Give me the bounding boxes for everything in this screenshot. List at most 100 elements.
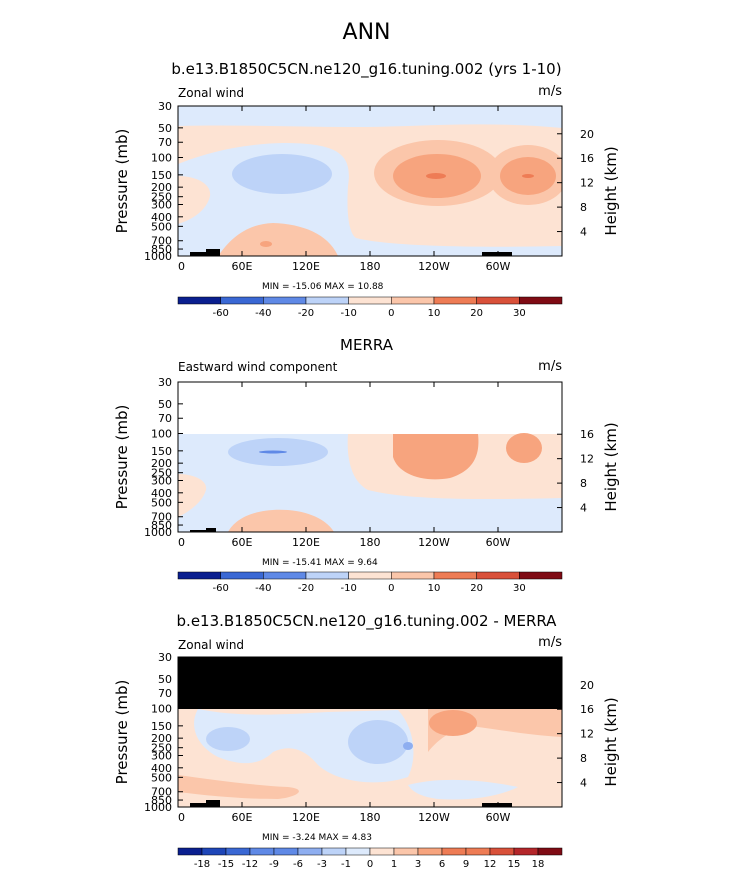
panel-1-colorbar-box — [305, 296, 349, 305]
panel-2-ytick-label: 500 — [151, 496, 172, 509]
panel-3-colorbar-box — [417, 847, 443, 856]
panel-2-ytick-right-label: 12 — [580, 453, 594, 466]
panel-1-colorbar-box — [433, 296, 477, 305]
panel-2-colorbar-box — [433, 571, 477, 580]
panel-3-colorbar-label: -12 — [242, 859, 258, 870]
panel-1-ytick-right-label: 12 — [580, 177, 594, 190]
panel-1-ytick-label: 150 — [151, 169, 172, 182]
panel-3-ytick-label: 200 — [151, 732, 172, 745]
panel-1-ytick-label: 1000 — [144, 250, 172, 263]
panel-3-colorbar-label: -9 — [269, 859, 279, 870]
panel-2-units: m/s — [538, 359, 562, 374]
panel-3-xtick-label: 120E — [292, 811, 320, 824]
panel-1-colorbar-label: 30 — [513, 308, 526, 319]
panel-2-xtick-label: 120W — [418, 536, 450, 549]
panel-1-ytick-label: 500 — [151, 220, 172, 233]
panel-1-colorbar-label: -40 — [255, 308, 271, 319]
panel-3-masked-region — [178, 657, 562, 709]
panel-2-ytick-label: 1000 — [144, 526, 172, 539]
panel-2-colorbar-box — [263, 571, 307, 580]
panel-2-ytick-label: 200 — [151, 457, 172, 470]
panel-2-colorbar-label: -40 — [255, 583, 271, 594]
panel-2-ytick-right-label: 8 — [580, 477, 587, 490]
panel-3-ytick-label: 300 — [151, 749, 172, 762]
panel-2-ytick-label: 100 — [151, 428, 172, 441]
panel-1-ytick-label: 50 — [158, 122, 172, 135]
panel-1-xtick-label: 60E — [232, 260, 253, 273]
panel-3-colorbar-box — [273, 847, 299, 856]
panel-3-plot — [178, 657, 562, 807]
panel-1-colorbar-box — [391, 296, 435, 305]
panel-3-ytick-right-label: 4 — [580, 777, 587, 790]
panel-3-colorbar-box — [297, 847, 323, 856]
panel-1-topography-andes — [482, 252, 512, 256]
panel-1-field-easterly-upper — [178, 106, 562, 128]
panel-2-ytick-right-label: 4 — [580, 502, 587, 515]
panel-2-colorbar: -60 -40 -20 -10 0 10 20 30 — [177, 571, 563, 594]
panel-2-xtick-label: 120E — [292, 536, 320, 549]
panel-3-ytick-label: 500 — [151, 771, 172, 784]
panel-2-colorbar-box — [177, 571, 221, 580]
panel-2-xtick-label: 0 — [178, 536, 185, 549]
panel-1-ytick-right-label: 20 — [580, 128, 594, 141]
panel-1-colorbar-box — [177, 296, 221, 305]
panel-1-field-westerly-low — [218, 223, 338, 256]
panel-3-colorbar-label: 9 — [463, 859, 469, 870]
panel-2-colorbar-label: 30 — [513, 583, 526, 594]
panel-1-field-westerly-1-max — [426, 173, 446, 179]
panel-3-ytick-label: 400 — [151, 762, 172, 775]
panel-3-colorbar-box — [369, 847, 395, 856]
panel-2-plot — [178, 382, 562, 532]
panel-3-min-max: MIN = -3.24 MAX = 4.83 — [262, 833, 372, 843]
panel-3-colorbar-box — [513, 847, 539, 856]
panel-1-ytick-right-label: 16 — [580, 152, 594, 165]
panel-1-xtick-label: 120W — [418, 260, 450, 273]
panel-2-xtick-label: 60E — [232, 536, 253, 549]
panel-1-field-westerly-2-max — [522, 174, 534, 178]
panel-3-colorbar-label: 15 — [508, 859, 521, 870]
panel-1-field-westerly-low-max — [260, 241, 272, 247]
panel-2-colorbar-label: 20 — [470, 583, 483, 594]
panel-3-ytick-label: 1000 — [144, 801, 172, 814]
panel-1-ylabel: Pressure (mb) — [113, 129, 131, 234]
panel-1-ytick-label: 400 — [151, 211, 172, 224]
panel-3-colorbar-label: 6 — [439, 859, 445, 870]
panel-3-colorbar-box — [393, 847, 419, 856]
panel-3-ytick-label: 850 — [151, 794, 172, 807]
panel-2-field-westerly-low — [228, 509, 334, 532]
panel-3-ytick-right-label: 16 — [580, 703, 594, 716]
panel-3-xtick-label: 0 — [178, 811, 185, 824]
panel-2-title: MERRA — [340, 336, 393, 354]
panel-1-topography-africa — [190, 249, 220, 256]
panel-1-ytick-label: 250 — [151, 191, 172, 204]
panel-1-xtick-label: 180 — [360, 260, 381, 273]
panel-3-colorbar-label: -6 — [293, 859, 303, 870]
panel-1-colorbar-label: -10 — [340, 308, 356, 319]
panel-1-ytick-right-label: 4 — [580, 226, 587, 239]
panel-2-ytick-label: 300 — [151, 474, 172, 487]
panel-3-ytick-label: 100 — [151, 703, 172, 716]
panel-3-colorbar-box — [441, 847, 467, 856]
panel-1-ytick-label: 850 — [151, 243, 172, 256]
panel-3-colorbar-label: -18 — [194, 859, 210, 870]
panel-2-ylabel: Pressure (mb) — [113, 405, 131, 510]
panel-1-xtick-label: 60W — [486, 260, 511, 273]
panel-3-field-positive-core — [429, 710, 477, 736]
panel-2-ytick-label: 400 — [151, 487, 172, 500]
panel-2-topography-africa — [190, 528, 216, 532]
panel-3-title: b.e13.B1850C5CN.ne120_g16.tuning.002 - M… — [176, 612, 557, 630]
panel-3-ytick-label: 30 — [158, 651, 172, 664]
panel-2-min-max: MIN = -15.41 MAX = 9.64 — [262, 558, 378, 568]
panel-3-colorbar-label: 12 — [484, 859, 497, 870]
panel-3-colorbar-label: 0 — [367, 859, 373, 870]
panel-2-colorbar-box — [519, 571, 563, 580]
panel-1-xtick-label: 0 — [178, 260, 185, 273]
panel-1-xtick-label: 120E — [292, 260, 320, 273]
panel-3-field-negative-core-1 — [348, 720, 408, 764]
panel-1-colorbar-box — [220, 296, 264, 305]
panel-2-xtick-label: 60W — [486, 536, 511, 549]
panel-1-ytick-label: 200 — [151, 181, 172, 194]
figure-title: ANN — [342, 20, 391, 45]
